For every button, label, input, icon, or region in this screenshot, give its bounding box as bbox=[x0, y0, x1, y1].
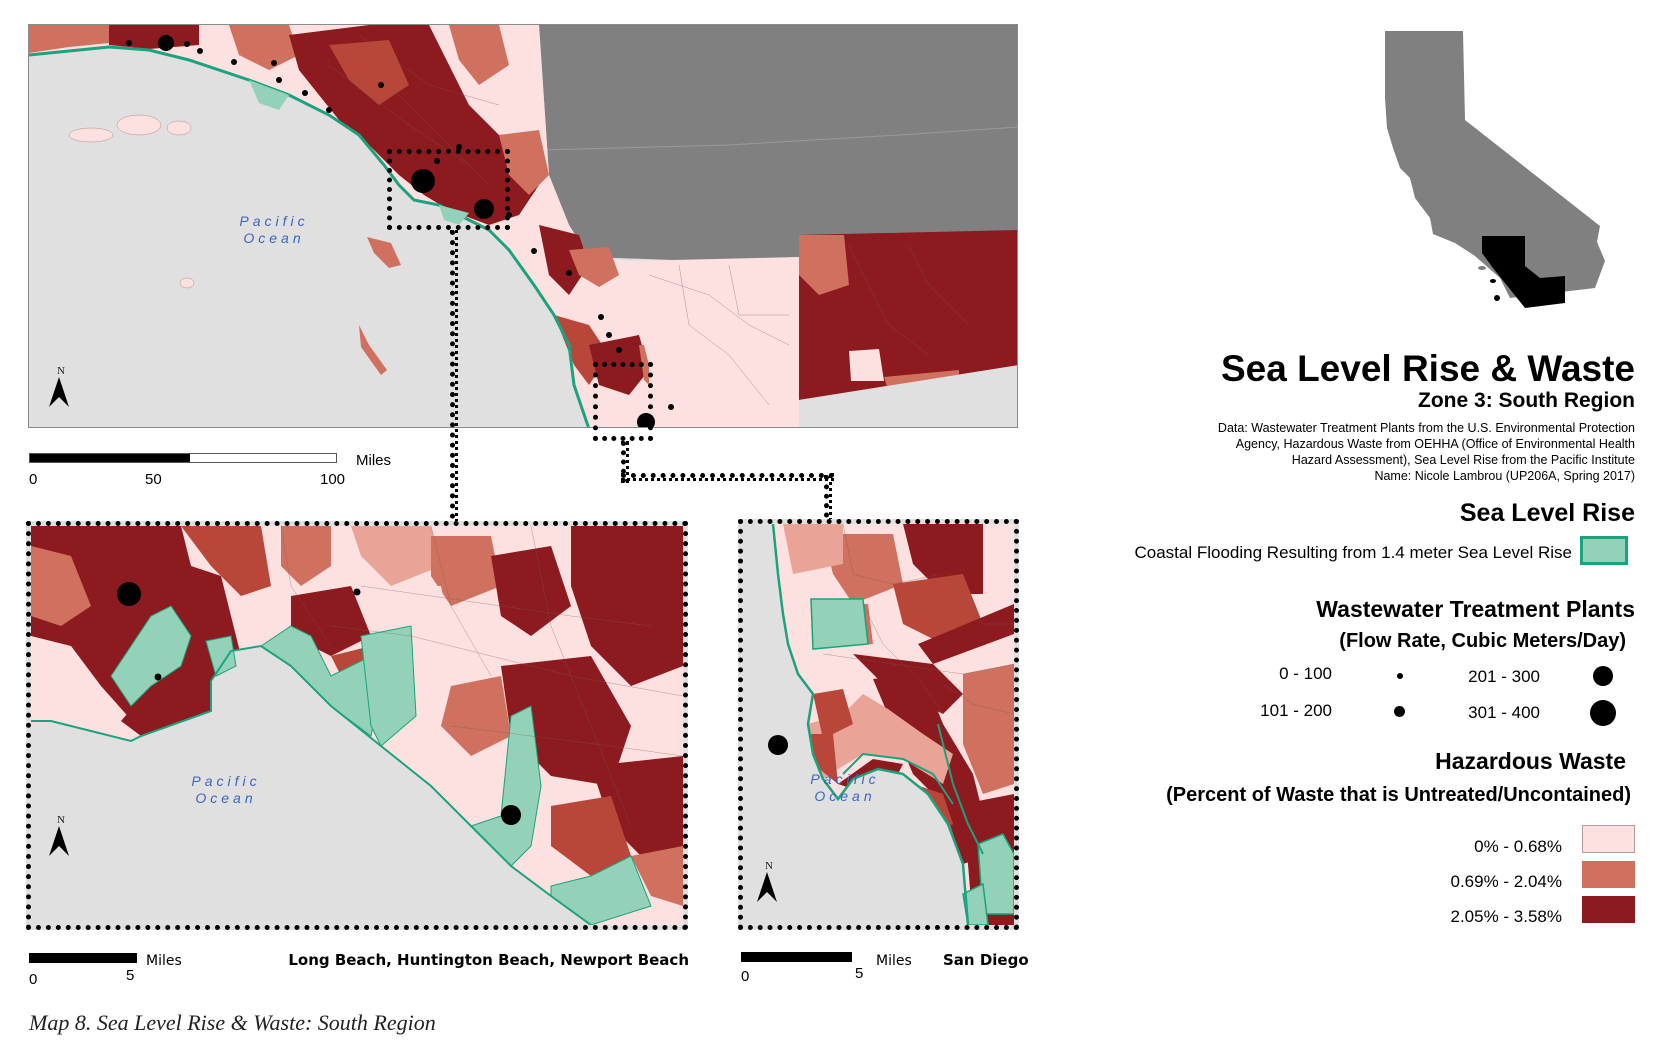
legend-haz-class-2: 0.69% - 2.04% bbox=[1450, 872, 1562, 891]
ocean-label-pacific: Pacific Ocean bbox=[239, 213, 309, 246]
north-arrow: N bbox=[49, 814, 73, 856]
legend-wwtp-dot-2 bbox=[1394, 706, 1405, 717]
legend-title: Sea Level Rise & Waste bbox=[1220, 348, 1635, 389]
inset-san-diego-scalebar-tick-0: 0 bbox=[741, 968, 750, 985]
legend-wastewater-heading: Wastewater Treatment Plants bbox=[1316, 596, 1635, 622]
leader-line-san-diego-2 bbox=[621, 473, 834, 481]
legend-wastewater-subheading: (Flow Rate, Cubic Meters/Day) bbox=[1339, 630, 1626, 652]
main-scalebar-tick-100: 100 bbox=[320, 471, 346, 488]
california-locator-map bbox=[1385, 28, 1635, 308]
main-map[interactable]: Pacific Ocean N bbox=[28, 24, 1018, 428]
inset-san-diego-scalebar bbox=[741, 952, 852, 962]
inset-long-beach-graphic bbox=[31, 526, 683, 925]
main-map-graphic bbox=[29, 25, 1017, 427]
legend-hazardous-subheading: (Percent of Waste that is Untreated/Unco… bbox=[1166, 784, 1631, 806]
north-arrow: N bbox=[757, 860, 781, 902]
main-scalebar bbox=[29, 453, 337, 463]
legend-sea-level-rise-item: Coastal Flooding Resulting from 1.4 mete… bbox=[1134, 543, 1573, 562]
north-arrow-icon bbox=[757, 872, 777, 902]
north-arrow-icon bbox=[49, 377, 69, 407]
zoom-box-san-diego bbox=[593, 362, 653, 441]
california-outline bbox=[1385, 31, 1605, 308]
north-arrow-icon bbox=[49, 826, 69, 856]
ocean-label-pacific: Pacific Ocean bbox=[810, 771, 880, 804]
legend-flood-swatch bbox=[1580, 536, 1628, 565]
north-arrow: N bbox=[49, 365, 73, 407]
legend-haz-swatch-2 bbox=[1582, 861, 1635, 888]
leader-line-long-beach bbox=[450, 230, 458, 529]
legend-wwtp-class-4: 301 - 400 bbox=[1468, 703, 1540, 722]
legend-wwtp-dot-4 bbox=[1590, 700, 1616, 726]
map-caption: Map 8. Sea Level Rise & Waste: South Reg… bbox=[29, 1010, 436, 1035]
legend-haz-class-1: 0% - 0.68% bbox=[1474, 837, 1562, 856]
inset-map-san-diego[interactable]: Pacific Ocean N bbox=[738, 519, 1019, 930]
legend-wwtp-class-2: 101 - 200 bbox=[1260, 701, 1332, 720]
inset-san-diego-caption: San Diego bbox=[943, 951, 1029, 969]
legend-credits: Data: Wastewater Treatment Plants from t… bbox=[1217, 421, 1635, 483]
legend-subtitle: Zone 3: South Region bbox=[1418, 389, 1635, 412]
legend-wwtp-dot-3 bbox=[1593, 666, 1613, 686]
legend-hazardous-heading: Hazardous Waste bbox=[1435, 748, 1626, 774]
main-scalebar-tick-0: 0 bbox=[29, 471, 38, 488]
inset-map-long-beach[interactable]: Pacific Ocean N bbox=[26, 521, 688, 930]
inset-long-beach-scalebar bbox=[29, 953, 137, 963]
legend-wwtp-class-3: 201 - 300 bbox=[1468, 667, 1540, 686]
main-scalebar-unit: Miles bbox=[356, 452, 392, 469]
leader-line-san-diego-1 bbox=[621, 441, 629, 483]
legend-haz-class-3: 2.05% - 3.58% bbox=[1450, 907, 1562, 926]
scalebar-filled-segment bbox=[30, 454, 190, 462]
inset-long-beach-scalebar-tick-5: 5 bbox=[126, 967, 135, 984]
legend-haz-swatch-3 bbox=[1582, 896, 1635, 923]
inset-san-diego-scalebar-tick-5: 5 bbox=[855, 965, 864, 982]
zoom-box-long-beach bbox=[387, 149, 510, 230]
inset-san-diego-scalebar-unit: Miles bbox=[876, 953, 912, 969]
legend-haz-swatch-1 bbox=[1582, 825, 1635, 853]
inset-long-beach-caption: Long Beach, Huntington Beach, Newport Be… bbox=[288, 951, 689, 969]
inset-san-diego-graphic bbox=[743, 524, 1014, 925]
inset-long-beach-scalebar-tick-0: 0 bbox=[29, 971, 38, 988]
ocean-label-pacific: Pacific Ocean bbox=[191, 773, 261, 806]
inset-long-beach-scalebar-unit: Miles bbox=[146, 953, 182, 969]
legend-wwtp-class-1: 0 - 100 bbox=[1279, 664, 1332, 683]
legend-sea-level-rise-heading: Sea Level Rise bbox=[1459, 499, 1635, 527]
main-scalebar-tick-50: 50 bbox=[145, 471, 162, 488]
legend-wwtp-dot-1 bbox=[1397, 673, 1403, 679]
